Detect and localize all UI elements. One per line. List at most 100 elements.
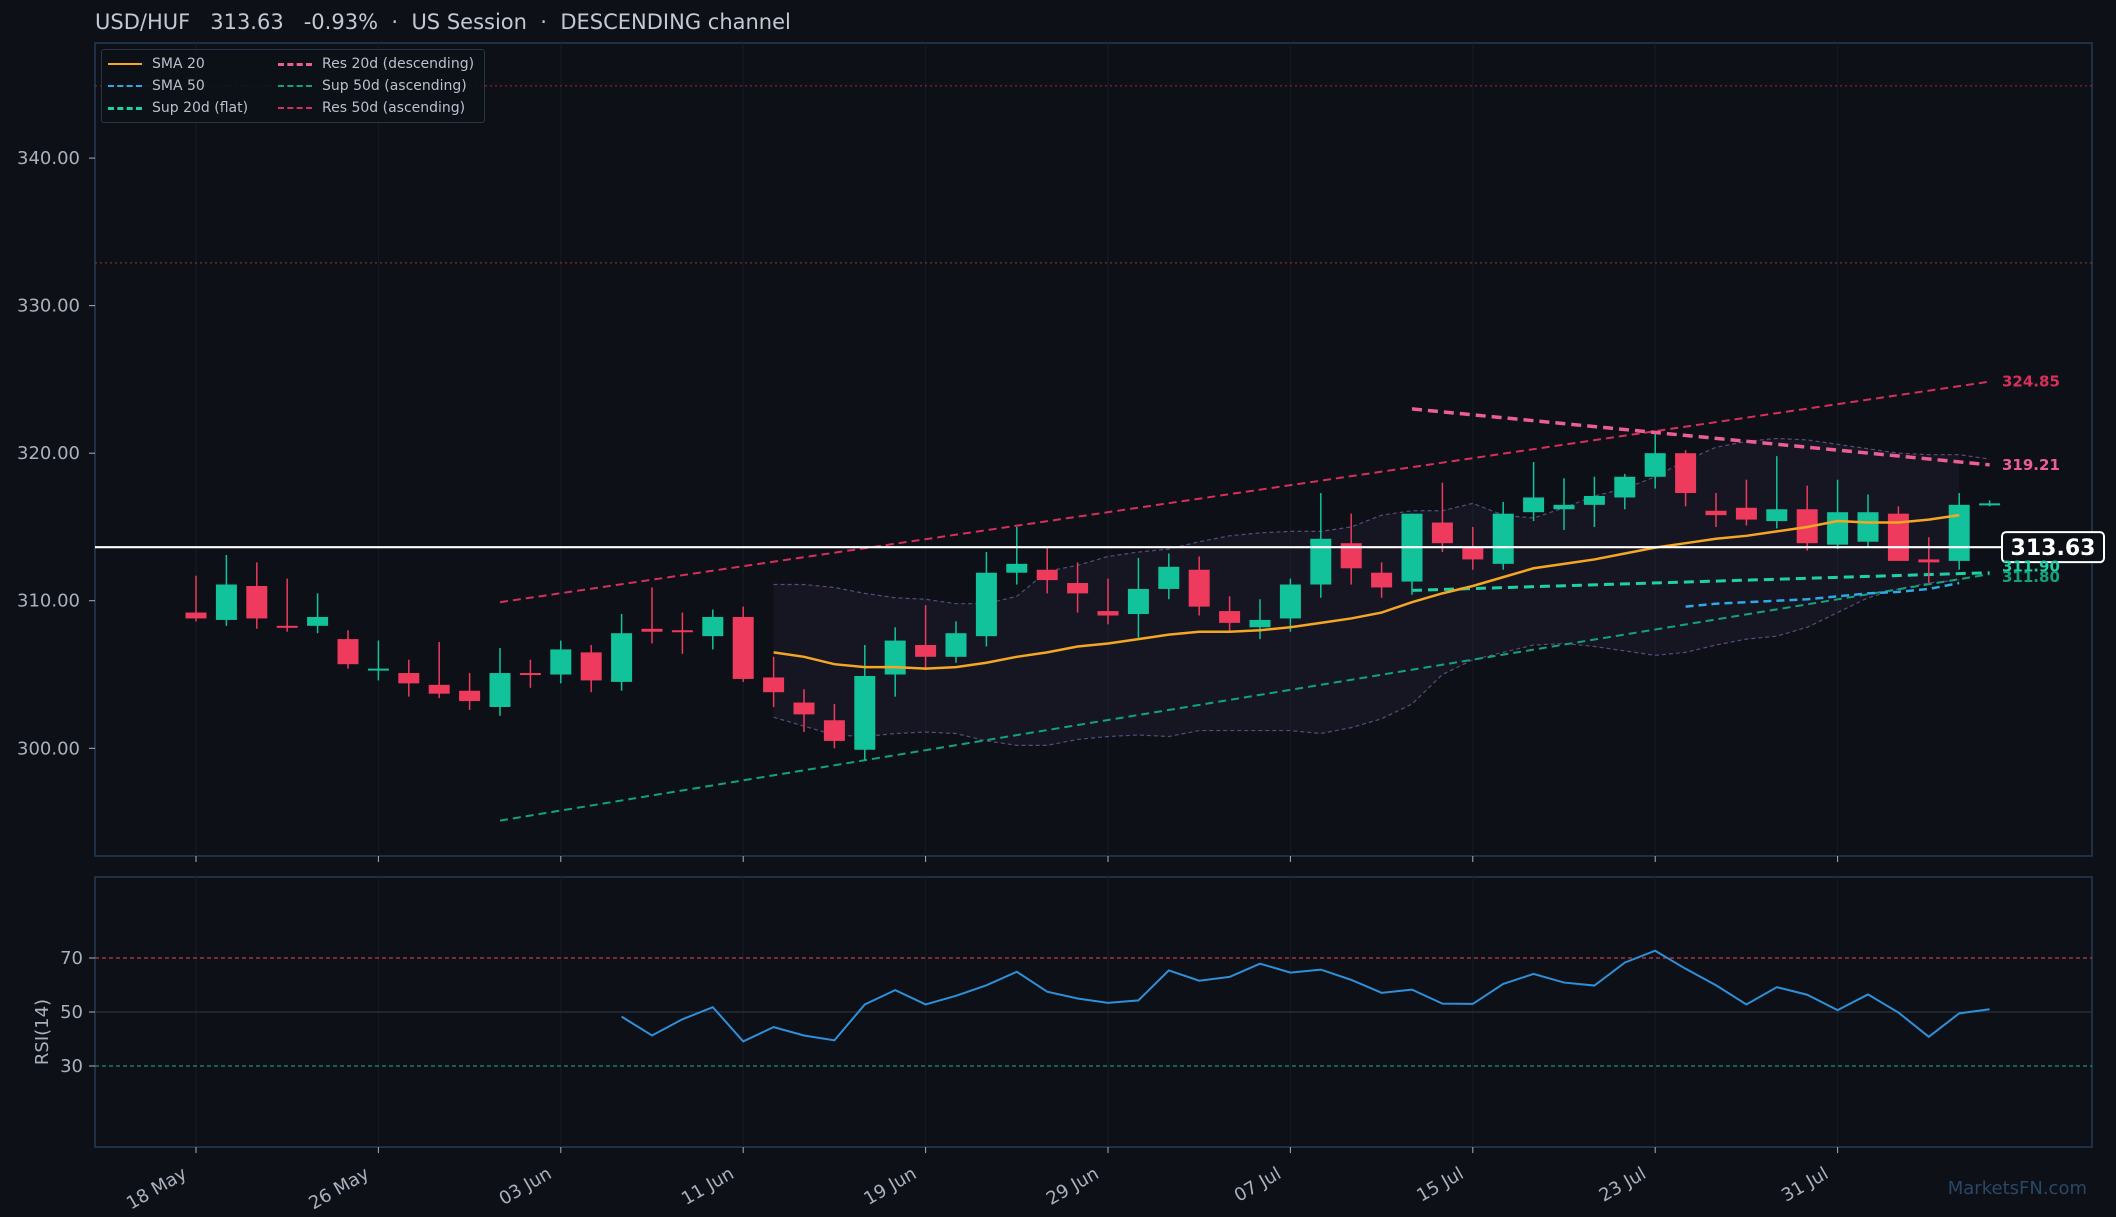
candle [185,575,207,622]
candle [337,630,359,669]
candle [1279,578,1301,632]
candle [1158,553,1180,600]
bollinger-lower-line [773,579,1960,746]
rsi-y-tick-label: 50 [60,1002,83,1023]
candle-body [1006,563,1028,573]
candle-body [1249,619,1271,628]
y-tick-label: 300.00 [17,738,80,759]
candle-body [1158,566,1180,589]
candle-body [459,690,481,702]
candle [793,689,815,733]
candle-body [1067,583,1089,594]
candle [1918,537,1940,584]
legend-item-sup50d: Sup 50d (ascending) [278,78,467,94]
candle [1249,599,1271,640]
candle-body [1188,569,1210,607]
legend-item-sma50: SMA 50 [108,78,205,94]
candle [1188,556,1210,616]
res-50d-label: 324.85 [2002,373,2060,391]
y-tick-label: 340.00 [17,148,80,169]
x-tick-label: 19 Jun [860,1163,920,1210]
rsi-line [621,949,1990,1043]
candle-body [185,612,207,619]
rsi-axis-label: RSI(14) [32,999,53,1065]
candle-body [1279,584,1301,619]
candle-body [1705,510,1727,516]
price-pane-frame [94,42,2093,857]
current-price-label: 313.63 [2011,536,2096,561]
sma50-line [1685,581,1960,608]
candle-body [1735,507,1757,520]
candle-body [1583,495,1605,505]
candle [1614,473,1636,510]
candle [428,642,450,699]
candle [1675,450,1697,507]
candle [246,562,268,629]
res-20d-label: 319.21 [2002,456,2060,474]
candle-body [975,572,997,637]
legend-item-sup20d: Sup 20d (flat) [108,100,248,116]
y-tick-label: 320.00 [17,443,80,464]
current-price-badge [2001,531,2105,564]
candle [975,552,997,647]
x-tick-label: 31 Jul [1778,1163,1832,1206]
sup-50d-label: 311.80 [2002,568,2060,586]
x-tick-label: 26 May [305,1163,373,1214]
sup-20d-flat-line [1411,571,1990,592]
candle-body [884,640,906,675]
candle [732,606,754,682]
candle-body [915,645,937,657]
legend-label: SMA 50 [152,78,205,94]
candle [1492,501,1514,570]
pair-label: USD/HUF [95,10,191,34]
candle [550,640,572,684]
price-pane: 300.00 310.00 320.00 330.00 340.00 313.63 324.… [17,42,2105,857]
candle-body [337,639,359,665]
candle [1644,434,1666,489]
legend-swatch [278,62,312,66]
separator: · [540,10,547,34]
candle [1857,494,1879,548]
candle-body [1675,453,1697,494]
candle [1371,562,1393,598]
candle-body [1614,476,1636,498]
candle [641,587,663,644]
x-tick-label: 07 Jul [1231,1163,1285,1206]
separator: · [391,10,399,34]
candle-body [367,668,389,671]
candle [1036,547,1058,594]
legend-swatch [108,63,142,65]
channel-label: DESCENDING channel [560,10,791,34]
candle-body [1887,513,1909,561]
candle-body [307,616,329,626]
candle [1887,506,1909,561]
candle [1310,493,1332,598]
candle-body [1340,543,1362,569]
candle [519,659,541,688]
candle-body [246,585,268,619]
candle-body [641,628,663,632]
legend-item-res50d: Res 50d (ascending) [278,100,465,116]
legend-swatch [278,107,312,109]
legend-swatch [108,85,142,87]
candle [763,656,785,707]
chart-title: USD/HUF 313.63 -0.93% · US Session · DES… [95,10,791,34]
x-tick-label: 29 Jun [1043,1163,1103,1210]
candle-body [732,616,754,679]
rsi-pane: 30 50 70 RSI(14) [32,876,2093,1148]
legend-label: Sup 50d (ascending) [322,78,467,94]
candle-body [580,652,602,681]
candle [854,645,876,761]
candle-body [763,677,785,693]
price-label: 313.63 [210,10,284,34]
candle [1553,478,1575,530]
candle [1523,462,1545,522]
candle-body [1644,453,1666,477]
candle-body [945,633,967,657]
candle [1462,526,1484,570]
res-20d-descending-line [1411,407,1990,467]
candle-body [215,584,237,620]
candle-body [1492,513,1514,564]
legend-label: Sup 20d (flat) [152,100,249,116]
